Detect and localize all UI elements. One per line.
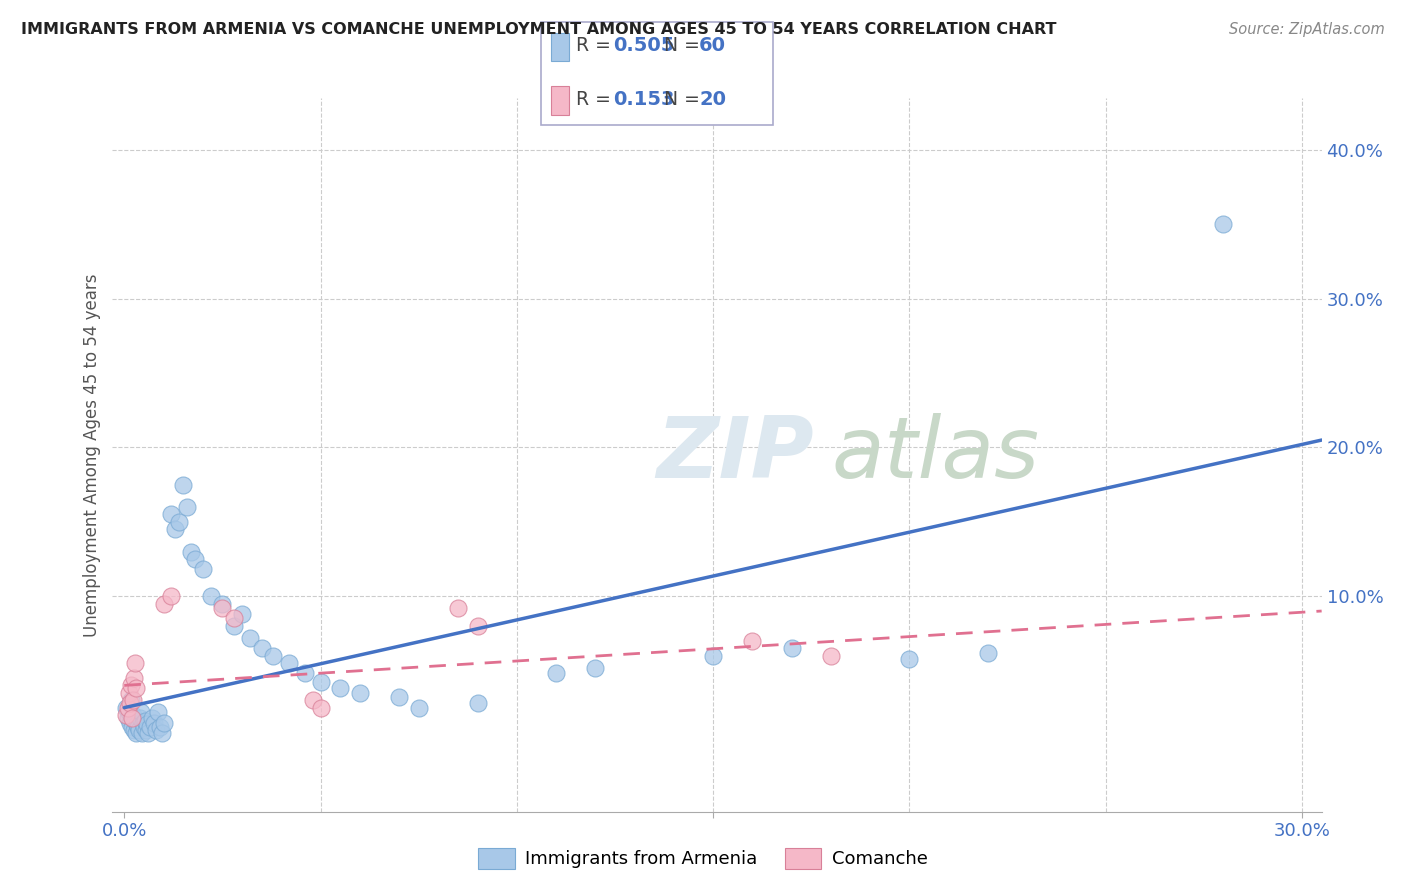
Point — [898, 651, 921, 665]
Point — [131, 726, 153, 740]
Point — [132, 715, 155, 730]
Point — [349, 686, 371, 700]
Point — [118, 705, 141, 719]
Point — [165, 522, 187, 536]
Text: ZIP: ZIP — [657, 413, 814, 497]
Point — [224, 619, 246, 633]
Point — [118, 686, 141, 700]
Text: IMMIGRANTS FROM ARMENIA VS COMANCHE UNEMPLOYMENT AMONG AGES 45 TO 54 YEARS CORRE: IMMIGRANTS FROM ARMENIA VS COMANCHE UNEM… — [21, 22, 1056, 37]
FancyBboxPatch shape — [541, 22, 773, 125]
Point — [136, 726, 159, 740]
Point — [120, 715, 142, 730]
Point — [1212, 218, 1234, 232]
Text: N =: N = — [664, 37, 706, 55]
Point — [149, 720, 172, 734]
Point — [136, 717, 159, 731]
Point — [146, 705, 169, 719]
Text: Source: ZipAtlas.com: Source: ZipAtlas.com — [1229, 22, 1385, 37]
Point — [820, 648, 842, 663]
FancyBboxPatch shape — [551, 33, 569, 62]
Point — [124, 656, 146, 670]
Point — [125, 681, 148, 696]
Point — [134, 714, 156, 728]
Point — [191, 562, 214, 576]
Point — [120, 696, 142, 710]
Point — [128, 723, 150, 737]
Text: atlas: atlas — [832, 413, 1040, 497]
Point — [141, 711, 163, 725]
Point — [129, 711, 152, 725]
Point — [124, 714, 146, 728]
Point — [145, 723, 167, 737]
FancyBboxPatch shape — [551, 86, 569, 114]
Point — [122, 708, 145, 723]
Text: R =: R = — [576, 90, 623, 109]
Point — [121, 720, 143, 734]
Point — [117, 711, 139, 725]
Point — [250, 641, 273, 656]
Y-axis label: Unemployment Among Ages 45 to 54 years: Unemployment Among Ages 45 to 54 years — [83, 273, 101, 637]
Point — [122, 671, 145, 685]
Text: 0.153: 0.153 — [613, 90, 675, 109]
Point — [329, 681, 352, 696]
Point — [142, 715, 165, 730]
Point — [125, 717, 148, 731]
Point — [172, 477, 194, 491]
Text: 0.505: 0.505 — [613, 37, 675, 55]
Point — [129, 705, 152, 719]
Point — [408, 700, 430, 714]
Point — [309, 700, 332, 714]
Point — [278, 656, 301, 670]
Text: 20: 20 — [699, 90, 725, 109]
Point — [152, 597, 174, 611]
Point — [583, 660, 606, 674]
Point — [239, 631, 262, 645]
Point — [127, 720, 149, 734]
Text: 60: 60 — [699, 37, 725, 55]
Point — [176, 500, 198, 514]
Text: R =: R = — [576, 37, 617, 55]
Point — [231, 607, 253, 621]
Point — [262, 648, 284, 663]
Point — [152, 715, 174, 730]
Point — [702, 648, 724, 663]
Point — [167, 515, 190, 529]
Point — [120, 693, 142, 707]
Point — [184, 552, 207, 566]
Point — [125, 726, 148, 740]
Point — [115, 708, 138, 723]
Point — [741, 633, 763, 648]
Point — [546, 666, 568, 681]
Point — [467, 619, 489, 633]
Point — [120, 678, 142, 692]
Point — [180, 544, 202, 558]
Point — [160, 508, 183, 522]
Point — [447, 601, 470, 615]
Point — [211, 601, 233, 615]
Point — [121, 711, 143, 725]
Point — [139, 720, 162, 734]
Point — [780, 641, 803, 656]
Point — [224, 611, 246, 625]
Point — [132, 720, 155, 734]
Point — [211, 597, 233, 611]
Point — [388, 690, 411, 705]
Point — [977, 646, 1000, 660]
Point — [160, 589, 183, 603]
Point — [294, 666, 316, 681]
Point — [309, 675, 332, 690]
Legend: Immigrants from Armenia, Comanche: Immigrants from Armenia, Comanche — [471, 840, 935, 876]
Point — [122, 693, 145, 707]
Point — [467, 696, 489, 710]
Point — [200, 589, 222, 603]
Point — [135, 723, 157, 737]
Point — [301, 693, 323, 707]
Point — [117, 700, 139, 714]
Point — [122, 723, 145, 737]
Text: N =: N = — [664, 90, 706, 109]
Point — [115, 700, 138, 714]
Point — [150, 726, 173, 740]
